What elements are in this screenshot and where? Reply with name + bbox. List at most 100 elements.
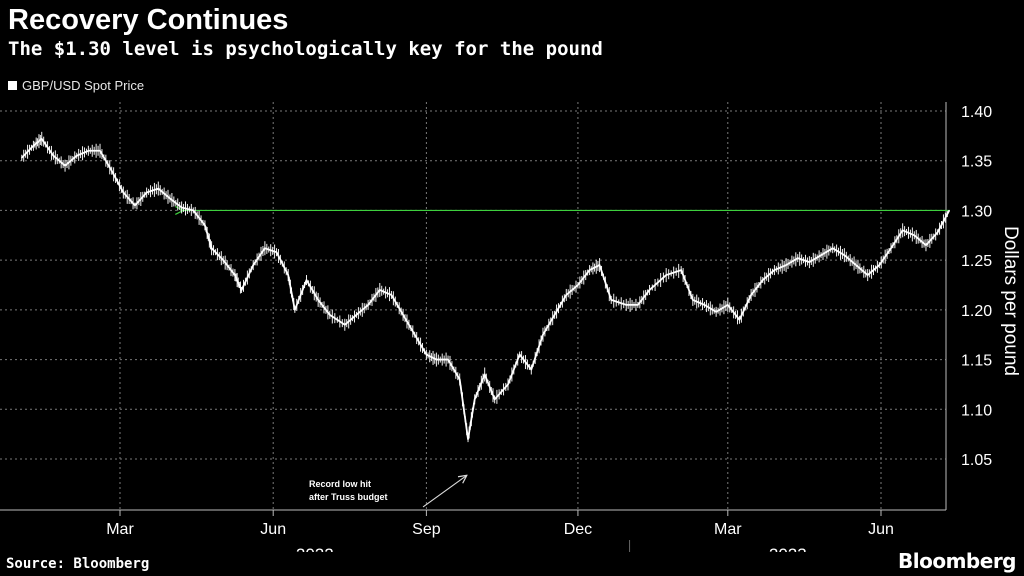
legend-swatch [8,81,17,90]
y-tick-label: 1.40 [961,104,992,121]
price-point [808,261,810,263]
price-point [762,279,764,281]
price-point [76,155,78,157]
price-point [21,157,23,159]
price-point [474,398,476,400]
x-tick-label: Mar [714,521,742,538]
price-point [610,299,612,301]
price-point [287,274,289,276]
x-tick-label: Jun [260,521,286,538]
price-point [222,259,224,261]
price-point [447,358,449,361]
price-point [785,264,787,266]
price-point [275,251,278,253]
price-point [715,311,717,313]
price-point [588,269,591,271]
price-point [738,319,741,321]
price-point [252,264,254,266]
price-point [459,378,461,381]
price-point [948,209,950,212]
price-point [234,274,236,276]
price-point [64,165,66,167]
price-point [484,373,486,376]
legend-label: GBP/USD Spot Price [22,78,145,93]
price-point [937,231,939,233]
price-point [305,279,308,281]
price-point [41,138,43,140]
price-point [355,314,358,316]
price-point [727,304,729,306]
price-point [519,354,521,356]
price-point [32,145,35,147]
price-point [435,358,437,361]
y-tick-label: 1.30 [961,203,992,220]
price-point [680,269,682,271]
price-point [820,254,822,256]
price-point [329,314,331,316]
price-point [122,191,124,194]
price-point [843,254,845,256]
price-point [169,197,171,200]
annotation-text: after Truss budget [309,492,388,502]
price-point [240,289,243,291]
line-chart: 1.40 1.35 1.30 1.25 1.20 1.15 1.10 1.05 Mar Jun Se… [0,102,992,552]
price-point [750,294,752,296]
price-point [467,438,469,440]
series [21,131,951,508]
price-point [367,304,369,306]
price-point [344,324,346,326]
labels: 1.40 1.35 1.30 1.25 1.20 1.15 1.10 1.05 Mar Jun Se… [106,104,992,552]
y-tick-label: 1.15 [961,353,992,370]
price-point [797,257,799,259]
price-point [542,334,544,336]
source-note: Source: Bloomberg [6,556,150,572]
price-point [665,274,667,276]
price-point [210,247,213,249]
chart-title: Recovery Continues [8,4,289,36]
price-point [192,209,194,212]
price-point [507,383,509,386]
price-point [625,304,627,306]
price-point [181,206,183,209]
price-point [134,204,136,207]
legend: GBP/USD Spot Price [8,78,144,93]
price-point [530,368,532,371]
y-tick-label: 1.20 [961,303,992,320]
price-point [317,299,319,301]
annotation-text: Record low hit [309,479,371,489]
price-point [494,398,496,400]
price-point [264,247,266,249]
price-point [878,264,880,266]
year-label: 2023 [769,545,807,552]
year-label: 2022 [296,545,334,552]
price-point [925,244,927,246]
y-axis-label: Dollars per pound [998,204,1022,398]
price-line [21,137,951,441]
x-tick-label: Dec [564,521,592,538]
y-tick-label: 1.25 [961,253,992,270]
price-point [294,309,296,311]
price-point [703,304,706,306]
price-point [577,284,579,286]
x-tick-label: Sep [412,521,441,538]
x-tick-label: Mar [106,521,134,538]
price-point [99,150,101,152]
price-point [52,155,54,157]
price-point [867,274,869,276]
price-point [890,247,892,249]
price-point [111,170,113,172]
price-point [87,150,89,152]
price-point [425,354,427,356]
axes [0,102,947,552]
price-point [204,224,206,226]
price-point [598,264,601,266]
y-tick-label: 1.10 [961,402,992,419]
price-point [832,247,834,249]
price-point [565,294,567,296]
price-point [913,234,915,236]
x-tick-label: Jun [868,521,894,538]
y-tick-label: 1.35 [961,154,992,171]
y-tick-label: 1.05 [961,452,992,469]
price-point [157,187,159,190]
price-point [414,334,416,336]
